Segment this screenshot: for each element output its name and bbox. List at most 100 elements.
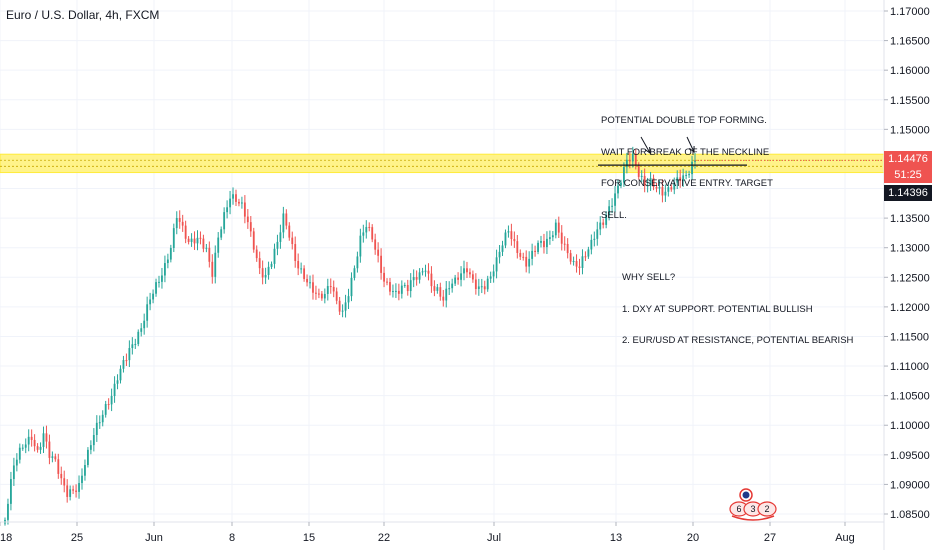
candle-body bbox=[190, 238, 193, 242]
arrow-first-top-head bbox=[644, 146, 651, 155]
candle-body bbox=[175, 218, 178, 229]
candle-body bbox=[566, 243, 569, 254]
chart-title: Euro / U.S. Dollar, 4h, FXCM bbox=[6, 8, 160, 22]
x-tick-label: Jun bbox=[145, 532, 163, 544]
candle-body bbox=[39, 446, 42, 450]
candle-body bbox=[33, 439, 36, 447]
time-axis[interactable]: 18 25 Jun 8 15 22 Jul 13 20 27 Aug bbox=[0, 521, 884, 544]
why-sell-note: WHY SELL? 1. DXY AT SUPPORT. POTENTIAL B… bbox=[622, 252, 853, 357]
candle-body bbox=[469, 272, 471, 275]
candle-body bbox=[214, 252, 217, 277]
candle-body bbox=[673, 182, 676, 190]
candle-body bbox=[119, 368, 122, 381]
candle-body bbox=[264, 274, 267, 278]
candle-body bbox=[451, 283, 454, 289]
candle-body bbox=[158, 281, 160, 283]
arrow-first-top bbox=[640, 136, 651, 154]
price-axis[interactable]: 1.170001.165001.160001.155001.150001.145… bbox=[883, 0, 930, 550]
candle-body bbox=[63, 478, 66, 486]
candle-body bbox=[466, 268, 468, 273]
candle-body bbox=[383, 272, 385, 282]
candle-body bbox=[12, 465, 15, 480]
candle-body bbox=[238, 201, 240, 204]
candle-body bbox=[193, 238, 196, 244]
candle-body bbox=[309, 282, 311, 284]
candle-body bbox=[205, 247, 208, 249]
candle-body bbox=[356, 256, 359, 269]
candle-body bbox=[614, 193, 616, 206]
candle-body bbox=[84, 465, 86, 476]
candle-body bbox=[504, 232, 507, 246]
candle-body bbox=[134, 344, 137, 346]
y-tick-label: 1.12000 bbox=[890, 302, 930, 314]
candle-body bbox=[279, 232, 282, 242]
candle-body bbox=[436, 287, 439, 291]
candle-body bbox=[240, 202, 243, 204]
y-tick-label: 1.09000 bbox=[890, 479, 930, 491]
candle-body bbox=[350, 277, 353, 297]
candle-body bbox=[486, 278, 489, 290]
candle-body bbox=[572, 261, 575, 263]
candle-body bbox=[430, 273, 433, 287]
candle-body bbox=[169, 247, 172, 260]
candle-body bbox=[537, 242, 539, 252]
x-tick-label: 20 bbox=[687, 532, 699, 544]
candle-body bbox=[282, 213, 285, 233]
candle-body bbox=[409, 280, 412, 292]
why-sell-note-line: 1. DXY AT SUPPORT. POTENTIAL BULLISH bbox=[622, 303, 813, 315]
candle-body bbox=[258, 258, 261, 269]
candle-body bbox=[243, 202, 246, 217]
drawings bbox=[598, 136, 884, 166]
x-tick-label: 25 bbox=[71, 532, 83, 544]
candle-body bbox=[196, 237, 199, 244]
logo-digit: 2 bbox=[764, 504, 769, 514]
candle-body bbox=[128, 348, 131, 361]
candle-body bbox=[347, 296, 350, 303]
candle-body bbox=[51, 456, 54, 458]
candle-body bbox=[329, 286, 332, 288]
candle-body bbox=[584, 256, 587, 258]
candle-body bbox=[223, 212, 226, 230]
candle-body bbox=[42, 433, 45, 447]
candle-body bbox=[36, 446, 39, 450]
double-top-note: POTENTIAL DOUBLE TOP FORMING. WAIT FOR B… bbox=[601, 95, 773, 232]
candle-body bbox=[495, 257, 498, 272]
candle-body bbox=[608, 206, 611, 215]
candle-body bbox=[131, 344, 134, 349]
candle-body bbox=[122, 360, 125, 369]
tradingview-badge-icon[interactable]: 6 3 2 bbox=[726, 488, 780, 522]
candle-body bbox=[498, 251, 501, 258]
candle-body bbox=[66, 485, 69, 497]
candle-body bbox=[415, 277, 418, 280]
candle-body bbox=[557, 222, 560, 233]
candle-body bbox=[637, 165, 640, 177]
candle-body bbox=[643, 175, 646, 186]
y-tick-label: 1.11500 bbox=[890, 331, 929, 343]
candle-body bbox=[371, 227, 374, 240]
candle-body bbox=[492, 271, 495, 277]
candle-body bbox=[303, 268, 306, 279]
y-tick-label: 1.08500 bbox=[890, 509, 930, 521]
candle-body bbox=[15, 459, 18, 466]
y-tick-label: 1.15500 bbox=[890, 95, 930, 107]
candle-body bbox=[89, 445, 92, 450]
x-tick-label: 13 bbox=[610, 532, 622, 544]
candle-body bbox=[418, 272, 421, 280]
candle-body bbox=[187, 238, 190, 242]
candle-body bbox=[276, 241, 279, 249]
candle-body bbox=[365, 226, 368, 233]
candle-body bbox=[24, 444, 27, 448]
y-tick-label: 1.16500 bbox=[890, 36, 930, 48]
y-tick-label: 1.12500 bbox=[890, 272, 930, 284]
candle-body bbox=[554, 222, 557, 236]
candle-body bbox=[246, 216, 249, 223]
candle-body bbox=[445, 288, 448, 301]
candle-body bbox=[323, 293, 326, 299]
y-tick-label: 1.17000 bbox=[890, 6, 930, 18]
candle-body bbox=[211, 261, 214, 277]
candle-body bbox=[540, 241, 542, 243]
candle-body bbox=[507, 231, 510, 233]
candle-body bbox=[670, 187, 673, 190]
candle-body bbox=[628, 159, 631, 162]
